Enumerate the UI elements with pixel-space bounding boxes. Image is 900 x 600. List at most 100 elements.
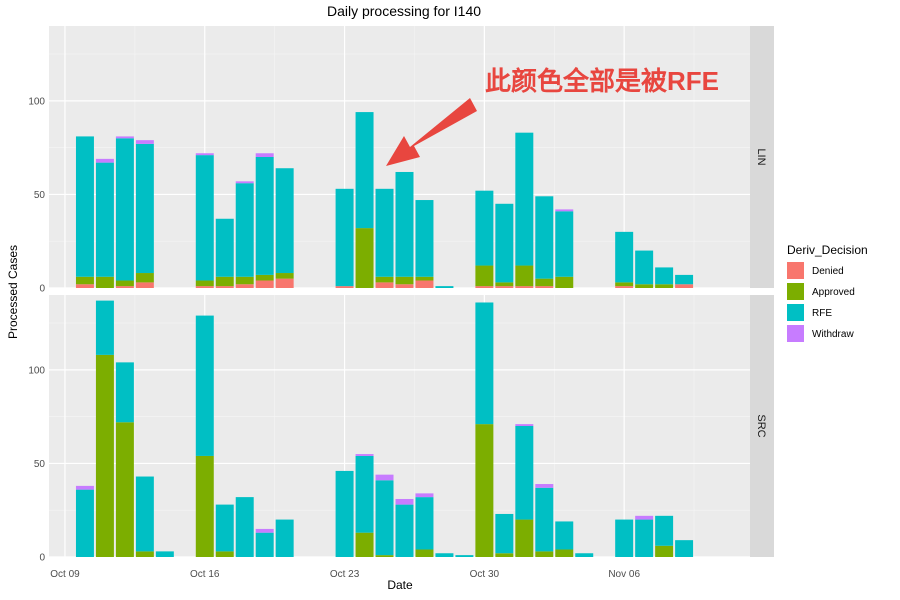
bar-segment-rfe [95,162,114,277]
strip-label-lin: LIN [755,148,767,165]
x-tick-label: Oct 16 [190,569,220,580]
bar-segment-approved [615,282,634,287]
y-axis-label: Processed Cases [6,245,20,339]
legend-key-approved [787,283,804,300]
bar-segment-approved [475,424,494,557]
bar-segment-rfe [115,138,134,281]
bar-segment-rfe [255,532,274,557]
bar-segment-rfe [195,315,214,456]
y-tick-label: 0 [39,553,45,564]
bar-segment-denied [115,286,134,288]
bar-segment-rfe [235,183,254,277]
bar-segment-rfe [275,168,294,274]
strip-label-src: SRC [755,414,767,437]
bar-segment-approved [255,274,274,281]
bar-segment-approved [535,551,554,557]
bar-segment-denied [615,286,634,288]
panel-src: SRC 0 50 100 [28,295,774,564]
bar-segment-rfe [415,200,434,277]
bar-segment-approved [215,276,234,287]
x-tick-label: Nov 06 [608,569,640,580]
x-tick-label: Oct 09 [50,569,80,580]
bar-segment-rfe [215,218,234,277]
bar-segment-rfe [115,362,134,423]
bar-segment-rfe [155,551,174,557]
bar-segment-withdraw [75,485,94,490]
bar-segment-approved [655,284,674,288]
legend-label-denied: Denied [812,266,844,277]
bar-segment-rfe [375,188,394,277]
bar-segment-approved [555,276,574,288]
legend: Deriv_Decision Denied Approved RFE Withdraw [787,243,868,342]
bar-segment-approved [135,551,154,557]
bar-segment-approved [375,276,394,283]
bar-segment-denied [675,284,694,288]
bar-segment-rfe [635,250,654,285]
bar-segment-rfe [455,555,474,557]
bar-segment-rfe [655,515,674,546]
bar-segment-approved [95,354,114,557]
bar-segment-rfe [195,155,214,281]
bar-segment-withdraw [255,153,274,157]
bar-segment-approved [115,280,134,287]
bar-segment-rfe [275,519,294,557]
bar-segment-rfe [575,553,594,557]
bar-segment-rfe [515,132,534,266]
bar-segment-rfe [655,267,674,285]
bar-segment-withdraw [415,493,434,498]
bar-segment-withdraw [635,515,654,520]
bar-segment-approved [135,273,154,283]
bar-segment-rfe [95,300,114,355]
bar-segment-rfe [355,455,374,533]
bar-segment-rfe [255,157,274,275]
bar-segment-rfe [395,171,414,277]
y-tick-label: 50 [34,190,46,201]
x-tick-labels: Oct 09 Oct 16 Oct 23 Oct 30 Nov 06 [50,569,640,580]
bar-segment-withdraw [255,528,274,533]
bars [75,300,694,557]
legend-label-withdraw: Withdraw [812,329,854,340]
bar-segment-rfe [535,487,554,552]
bar-segment-rfe [435,553,454,557]
bar-segment-approved [415,276,434,281]
bar-segment-denied [515,286,534,288]
bar-segment-approved [215,551,234,557]
chart-title: Daily processing for I140 [327,3,481,19]
bar-segment-withdraw [235,181,254,184]
bar-segment-rfe [75,489,94,557]
bar-segment-rfe [555,521,574,550]
bar-segment-approved [535,278,554,287]
bar-segment-rfe [375,480,394,556]
bar-segment-denied [255,280,274,288]
bar-segment-denied [215,286,234,288]
bar-segment-denied [75,284,94,288]
bar-segment-approved [375,555,394,557]
y-tick-label: 50 [34,459,46,470]
bar-segment-approved [235,276,254,285]
bar-segment-approved [635,284,654,288]
y-tick-label: 100 [28,365,45,376]
bar-segment-withdraw [555,209,574,212]
x-tick-label: Oct 30 [470,569,500,580]
bar-segment-rfe [415,497,434,550]
bar-segment-rfe [555,211,574,277]
bar-segment-approved [195,280,214,287]
bar-segment-approved [395,276,414,285]
bar-segment-denied [335,286,354,288]
bar-segment-withdraw [355,454,374,456]
bar-segment-rfe [215,504,234,552]
bar-segment-denied [495,286,514,288]
annotation-text: 此颜色全部是被RFE [485,66,719,96]
bar-segment-rfe [515,426,534,520]
bar-segment-rfe [235,497,254,557]
bar-segment-approved [115,422,134,557]
bar-segment-withdraw [115,136,134,139]
bar-segment-approved [75,276,94,285]
bar-segment-rfe [135,476,154,552]
x-axis-label: Date [387,578,413,592]
bar-segment-rfe [615,519,634,557]
bar-segment-approved [355,532,374,557]
legend-label-approved: Approved [812,287,855,298]
bar-segment-denied [475,286,494,288]
bar-segment-withdraw [515,424,534,426]
